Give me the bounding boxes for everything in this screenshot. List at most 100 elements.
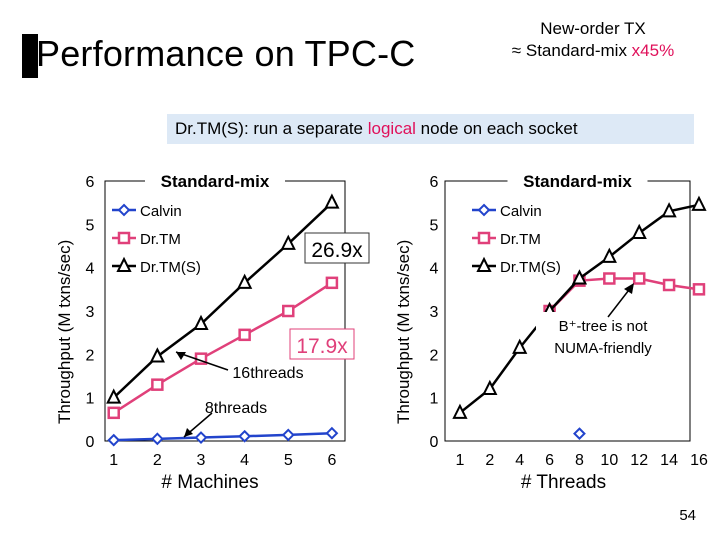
panel-0-xtick: 5: [284, 452, 293, 469]
panel-0-xtick: 1: [109, 452, 118, 469]
panel-0-series-Dr.TM-point: [151, 378, 164, 391]
panel-0-ytick: 0: [86, 434, 95, 451]
annotation-btree-line1: B⁺-tree is not: [559, 318, 649, 335]
panel-1-series-Dr.TM(S)-point: [601, 247, 617, 263]
panel-1-xtick: 10: [600, 452, 618, 469]
subtitle-mid: : run a separate: [243, 119, 368, 138]
panel-1-legend-marker: [477, 231, 491, 245]
panel-0-legend-label: Calvin: [140, 203, 182, 220]
subtitle-prefix: Dr.TM(S): [175, 119, 244, 138]
panel-0-ytick: 6: [86, 174, 95, 191]
corner-line-1: New-order TX: [540, 19, 646, 38]
panel-0-series-Dr.TM(S)-point: [193, 314, 209, 330]
panel-0-legend-marker: [116, 256, 132, 272]
panel-0-title-bg: [145, 169, 285, 193]
panel-0-legend-label: Dr.TM: [140, 231, 181, 248]
panel-0-xtick: 3: [197, 452, 206, 469]
panel-1-series-Dr.TM(S)-line: [459, 203, 700, 414]
panel-0-series-Calvin-point: [325, 426, 339, 440]
panel-1-series-Dr.TM(S)-point: [661, 202, 677, 218]
panel-0-series-Dr.TM-line: [113, 281, 333, 414]
corner-note: New-order TX ≈ Standard-mix x45%: [488, 18, 698, 62]
panel-1-xtick: 1: [455, 452, 464, 469]
panel-1-series-Dr.TM(S)-point: [691, 195, 707, 211]
panel-1-xtick: 12: [630, 452, 648, 469]
panel-0-ytick: 3: [86, 304, 95, 321]
annotation-btree-arrowhead: [624, 283, 634, 294]
panel-1-legend-marker: [476, 256, 492, 272]
subtitle-accent: logical: [367, 119, 416, 138]
panel-0-series-Dr.TM(S)-point: [149, 347, 165, 363]
panel-1-series-Dr.TM(S)-point: [631, 223, 647, 239]
slide-title: Performance on TPC-C: [36, 33, 416, 74]
annotation-8threads-arrowhead: [184, 428, 193, 437]
panel-1-title-bg: [507, 169, 648, 193]
panel-0-xtick: 6: [327, 452, 336, 469]
title-accent-bar: [22, 34, 38, 78]
panel-1-ytick: 4: [430, 261, 439, 278]
panel-1-series-Dr.TM-point: [662, 278, 676, 292]
panel-1-ytick: 6: [430, 174, 439, 191]
panel-0-series-Dr.TM(S)-point: [237, 273, 253, 289]
panel-1-series-Calvin-point: [573, 427, 586, 441]
panel-0-series-Dr.TM(S)-point: [280, 234, 296, 250]
panel-1-xtick: 16: [690, 452, 708, 469]
corner-line-2-prefix: ≈ Standard-mix: [511, 41, 632, 60]
panel-0-series-Calvin-point: [194, 431, 208, 444]
annotation-17.9x: 17.9x: [296, 335, 348, 358]
panel-0-legend-marker: [117, 231, 131, 245]
panel-0-series-Calvin-point: [238, 429, 252, 443]
annotation-box-26.9x: [304, 232, 370, 264]
panel-1-xlabel: # Threads: [521, 472, 606, 493]
panel-1-series-Dr.TM-point: [692, 283, 706, 296]
panel-1-xtick: 14: [660, 452, 678, 469]
panel-1-legend-label: Calvin: [500, 203, 542, 220]
annotation-btree-bg: [536, 312, 670, 358]
panel-0-title: Standard-mix: [161, 172, 270, 191]
panel-1-series-Dr.TM(S)-point: [512, 338, 528, 354]
panel-0-ytick: 1: [86, 391, 95, 408]
panel-0-ytick: 5: [86, 217, 95, 234]
annotation-16threads: 16threads: [232, 365, 303, 382]
annotation-16threads-arrow: [175, 351, 229, 371]
panel-0-series-Calvin-point: [107, 433, 121, 447]
panel-1-legend-label: Dr.TM: [500, 231, 541, 248]
annotation-26.9x: 26.9x: [311, 239, 363, 262]
corner-line-2: ≈ Standard-mix x45%: [488, 40, 698, 62]
panel-1-series-Dr.TM-line: [548, 277, 700, 312]
panel-1-ytick: 1: [430, 391, 439, 408]
panel-0-series-Dr.TM-point: [325, 276, 339, 290]
corner-line-2-accent: x45%: [631, 41, 675, 60]
subtitle-banner: Dr.TM(S): run a separate logical node on…: [167, 114, 694, 144]
panel-1-title: Standard-mix: [523, 172, 632, 191]
panel-1-series-Dr.TM(S)-point: [571, 269, 588, 285]
panel-0-series-Dr.TM(S)-point: [324, 193, 340, 209]
panel-0-series-Dr.TM-point: [282, 304, 295, 318]
panel-1-series-Dr.TM(S)-point: [452, 403, 468, 419]
panel-1-xtick: 4: [515, 452, 524, 469]
panel-0-ytick: 4: [86, 261, 95, 278]
panel-1-ytick: 0: [430, 434, 439, 451]
panel-0-legend-marker: [117, 203, 131, 217]
panel-1-xtick: 8: [575, 452, 584, 469]
panel-1-ytick: 5: [430, 217, 439, 234]
panel-1-ytick: 2: [430, 347, 439, 364]
panel-1-legend-label: Dr.TM(S): [500, 259, 561, 276]
panel-1-legend-marker: [477, 203, 491, 217]
panel-0-xtick: 4: [240, 452, 249, 469]
panel-0-series-Calvin-line: [113, 431, 332, 442]
panel-0-xtick: 2: [153, 452, 162, 469]
panel-1-ytick: 3: [430, 304, 439, 321]
annotation-8threads: 8threads: [205, 400, 267, 417]
panel-1-series-Dr.TM-point: [603, 272, 616, 285]
panel-0-legend-label: Dr.TM(S): [140, 259, 201, 276]
page-number: 54: [679, 507, 696, 524]
panel-0-series-Dr.TM-point: [238, 328, 251, 342]
panel-0-series-Dr.TM(S)-point: [106, 388, 122, 404]
panel-1-xtick: 2: [485, 452, 494, 469]
panel-1-xtick: 6: [545, 452, 554, 469]
panel-0-series-Dr.TM(S)-line: [112, 201, 333, 399]
panel-0-series-Calvin-point: [281, 428, 295, 442]
panel-0-series-Dr.TM-point: [107, 406, 120, 420]
